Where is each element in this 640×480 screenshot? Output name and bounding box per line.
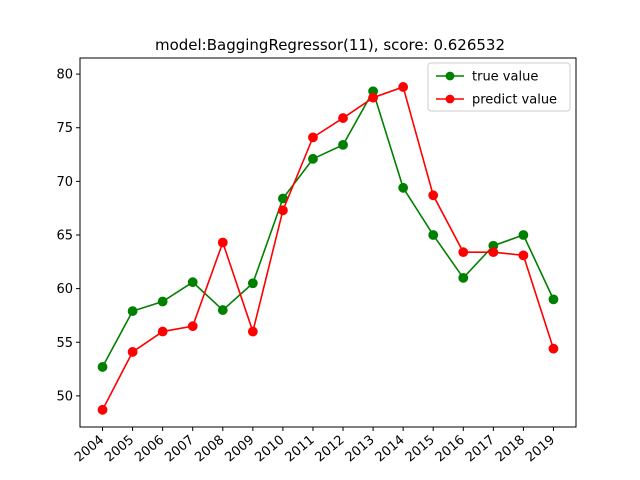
y-tick-label: 80 bbox=[56, 68, 73, 83]
x-tick-label: 2010 bbox=[252, 433, 287, 466]
legend-marker-predict-value bbox=[445, 94, 455, 104]
point-true-value bbox=[548, 294, 559, 305]
point-predict-value bbox=[548, 343, 559, 354]
point-true-value bbox=[428, 230, 439, 240]
point-true-value bbox=[217, 305, 228, 315]
y-tick-label: 50 bbox=[56, 389, 73, 404]
x-tick-label: 2014 bbox=[373, 433, 408, 466]
point-true-value bbox=[127, 306, 138, 317]
x-axis: 2004200520062007200820092010201120122013… bbox=[72, 427, 558, 465]
x-tick-label: 2015 bbox=[403, 433, 438, 466]
x-tick-label: 2007 bbox=[162, 433, 197, 466]
plot-frame bbox=[79, 57, 577, 428]
point-true-value bbox=[518, 230, 529, 240]
y-tick-label: 75 bbox=[56, 121, 73, 136]
x-tick-label: 2009 bbox=[222, 433, 257, 466]
point-true-value bbox=[247, 278, 258, 289]
x-tick-label: 2012 bbox=[313, 433, 348, 466]
x-tick-label: 2018 bbox=[493, 433, 528, 466]
x-tick-label: 2011 bbox=[283, 433, 318, 466]
series-layer bbox=[97, 82, 559, 415]
point-predict-value bbox=[308, 132, 318, 143]
x-tick-label: 2006 bbox=[132, 433, 167, 466]
x-tick-label: 2019 bbox=[523, 433, 558, 466]
x-tick-label: 2008 bbox=[192, 433, 227, 466]
point-true-value bbox=[187, 277, 198, 288]
point-predict-value bbox=[518, 250, 529, 261]
chart-title: model:BaggingRegressor(11), score: 0.626… bbox=[155, 36, 505, 54]
legend-label-predict-value: predict value bbox=[472, 93, 557, 108]
x-tick-label: 2016 bbox=[433, 433, 468, 466]
x-tick-label: 2013 bbox=[343, 433, 378, 466]
point-predict-value bbox=[97, 404, 108, 415]
point-predict-value bbox=[488, 247, 499, 258]
point-predict-value bbox=[187, 321, 198, 332]
point-predict-value bbox=[428, 190, 439, 201]
point-true-value bbox=[157, 296, 168, 307]
point-true-value bbox=[458, 272, 469, 283]
y-tick-label: 70 bbox=[56, 175, 73, 190]
legend-marker-true-value bbox=[445, 71, 455, 81]
point-predict-value bbox=[338, 113, 348, 123]
x-tick-label: 2004 bbox=[72, 433, 107, 466]
point-true-value bbox=[398, 182, 409, 193]
point-predict-value bbox=[127, 347, 138, 357]
legend-label-true-value: true value bbox=[472, 70, 538, 85]
point-predict-value bbox=[217, 237, 228, 248]
y-tick-label: 65 bbox=[56, 228, 73, 243]
series-line-true-value bbox=[101, 89, 555, 368]
legend: true value predict value bbox=[427, 62, 571, 112]
point-predict-value bbox=[157, 326, 168, 337]
y-tick-label: 55 bbox=[56, 336, 73, 351]
point-predict-value bbox=[398, 82, 409, 92]
x-tick-label: 2005 bbox=[102, 433, 137, 466]
point-true-value bbox=[338, 139, 348, 150]
point-true-value bbox=[97, 362, 108, 372]
y-tick-label: 60 bbox=[56, 282, 73, 297]
point-predict-value bbox=[247, 326, 258, 337]
series-line-predict-value bbox=[101, 85, 555, 411]
point-predict-value bbox=[368, 92, 378, 103]
y-axis: 50 55 60 65 70 75 80 bbox=[56, 68, 80, 404]
point-predict-value bbox=[278, 205, 288, 216]
point-true-value bbox=[308, 153, 318, 164]
point-predict-value bbox=[458, 247, 469, 258]
x-tick-label: 2017 bbox=[463, 433, 498, 466]
